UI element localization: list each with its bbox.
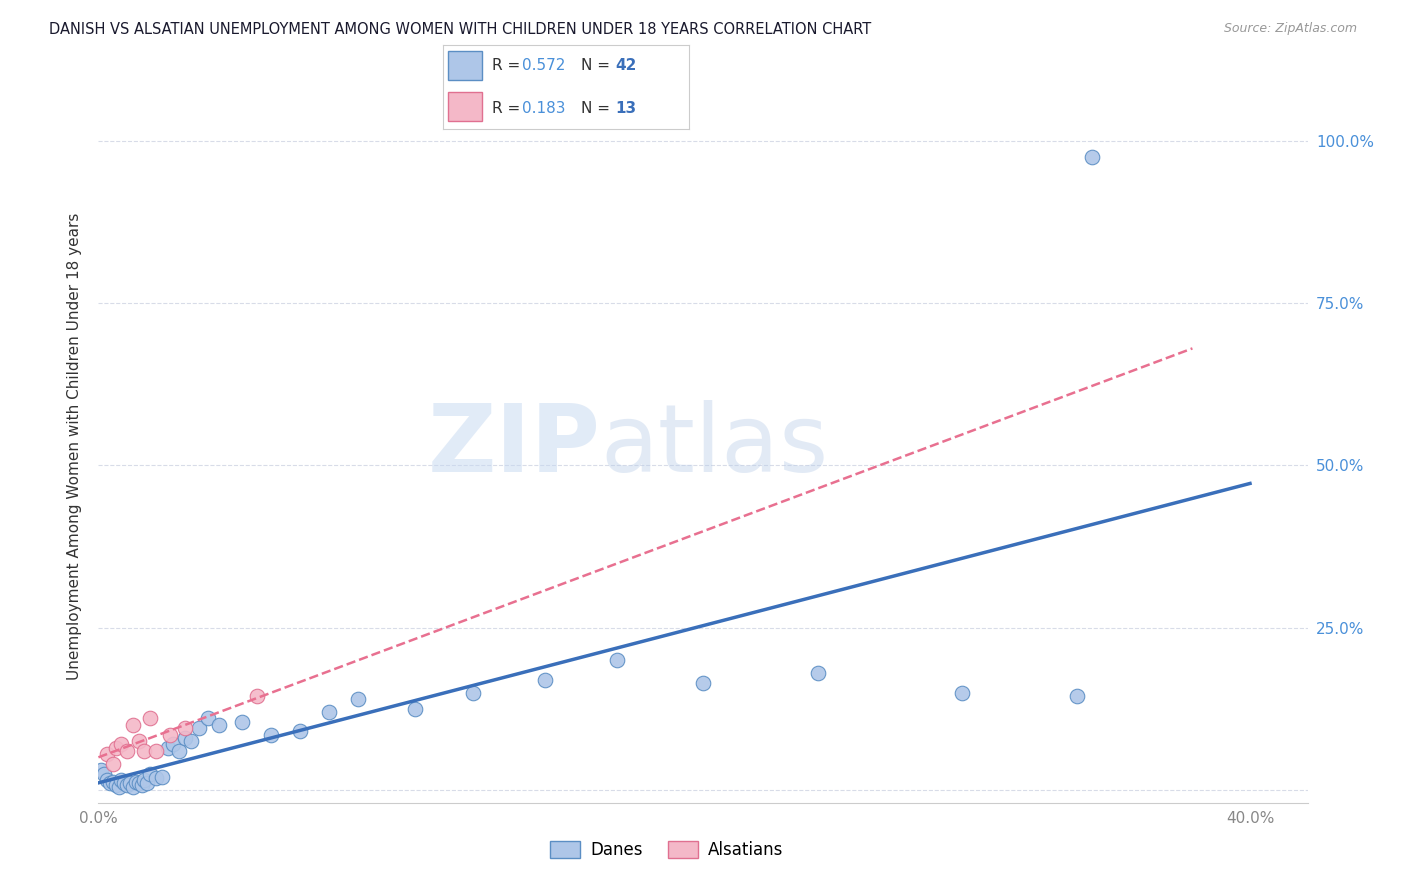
Point (120, 776, 142, 790)
Point (318, 705, 340, 719)
Point (208, 718, 231, 732)
Point (180, 734, 202, 748)
Point (246, 689, 269, 703)
Point (188, 721, 211, 735)
Point (162, 738, 184, 752)
Point (1080, 150, 1102, 164)
Point (692, 675, 714, 690)
Point (131, 778, 153, 792)
Point (101, 756, 124, 771)
Point (1066, 689, 1088, 703)
Point (122, 780, 145, 794)
Point (145, 744, 167, 758)
Text: N =: N = (581, 58, 614, 73)
Point (125, 775, 148, 789)
Point (288, 724, 311, 739)
Legend: Danes, Alsatians: Danes, Alsatians (544, 834, 790, 866)
Text: 42: 42 (616, 58, 637, 73)
Point (461, 685, 484, 699)
Point (104, 740, 127, 755)
Point (136, 776, 159, 790)
Text: ZIP: ZIP (427, 400, 600, 492)
Point (260, 728, 283, 742)
Point (110, 773, 132, 788)
Point (404, 702, 426, 716)
Text: DANISH VS ALSATIAN UNEMPLOYMENT AMONG WOMEN WITH CHILDREN UNDER 18 YEARS CORRELA: DANISH VS ALSATIAN UNEMPLOYMENT AMONG WO… (49, 22, 872, 37)
Text: atlas: atlas (600, 400, 828, 492)
Point (93, 766, 115, 780)
Point (167, 744, 190, 758)
Point (950, 685, 973, 699)
Y-axis label: Unemployment Among Women with Children Under 18 years: Unemployment Among Women with Children U… (67, 212, 83, 680)
Point (139, 711, 162, 725)
Point (173, 721, 195, 735)
Point (90, 764, 112, 778)
Point (110, 738, 132, 752)
Point (231, 714, 253, 729)
Point (98, 776, 121, 790)
Point (134, 773, 156, 788)
Text: R =: R = (492, 101, 526, 116)
FancyBboxPatch shape (447, 92, 482, 120)
Text: N =: N = (581, 101, 614, 116)
Point (96, 773, 118, 788)
Point (115, 778, 138, 792)
FancyBboxPatch shape (447, 52, 482, 80)
Point (101, 775, 124, 789)
Point (346, 692, 368, 706)
Text: R =: R = (492, 58, 526, 73)
Point (115, 744, 138, 758)
Point (197, 711, 219, 725)
Text: Source: ZipAtlas.com: Source: ZipAtlas.com (1223, 22, 1357, 36)
Point (104, 778, 127, 792)
Point (128, 734, 150, 748)
Point (112, 776, 135, 790)
Point (128, 776, 150, 790)
Point (156, 740, 179, 755)
Point (122, 718, 145, 732)
Text: 0.183: 0.183 (522, 101, 565, 116)
Point (96, 747, 118, 761)
Text: 13: 13 (616, 101, 637, 116)
Point (807, 666, 830, 681)
Point (150, 770, 173, 784)
Point (107, 780, 129, 794)
Point (134, 744, 156, 758)
Point (173, 731, 195, 745)
Point (533, 673, 555, 687)
Point (145, 771, 167, 785)
Point (159, 728, 181, 742)
Text: 0.572: 0.572 (522, 58, 565, 73)
Point (606, 653, 628, 667)
Point (139, 766, 162, 780)
